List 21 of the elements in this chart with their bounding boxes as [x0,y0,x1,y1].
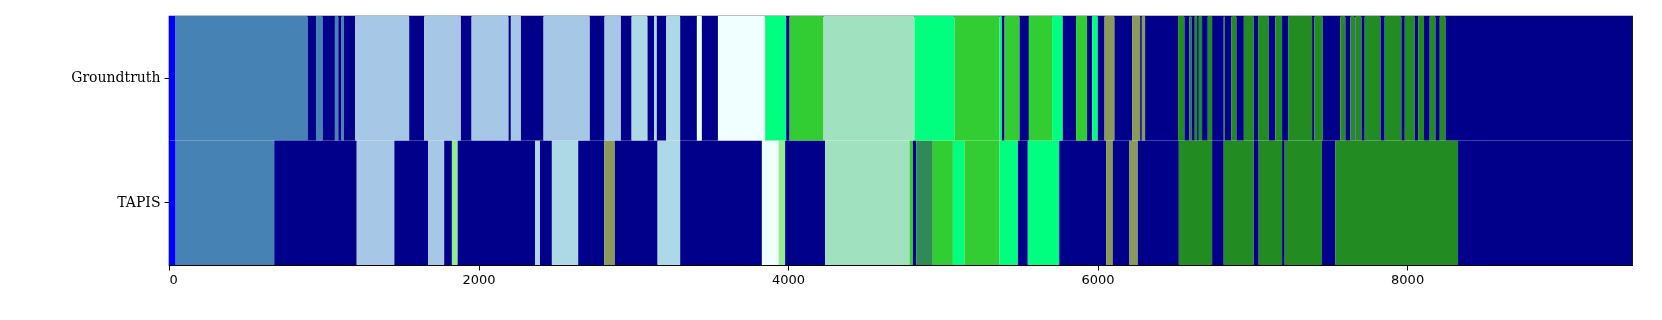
x-tick-label: 6000 [1081,271,1115,287]
bar [1268,16,1276,141]
bar [916,140,933,265]
x-tick-label: 2000 [462,271,496,287]
bar [1236,16,1244,141]
y-tick-label: Groundtruth [71,69,161,86]
bar [1361,16,1365,141]
bar [1092,16,1098,141]
x-tick-label: 8000 [1391,271,1425,287]
bar [1141,16,1146,141]
bar [1202,16,1208,141]
bar [1345,16,1351,141]
bar [1184,16,1190,141]
bar [1423,16,1430,141]
x-tick-label: 0 [169,271,178,287]
bar [444,140,452,265]
x-tick-label: 4000 [772,271,806,287]
bar [1380,16,1385,141]
bar [1435,16,1440,141]
y-tick-label: TAPIS [117,193,161,210]
bar [1401,16,1405,141]
